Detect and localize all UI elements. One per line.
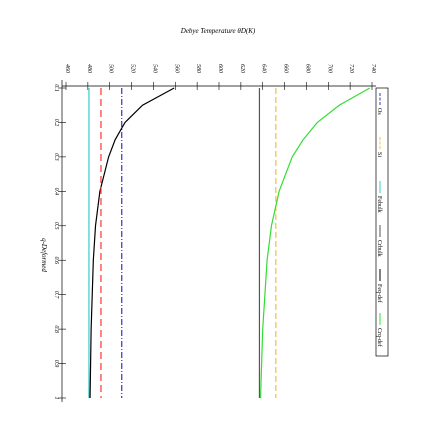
x-axis-label: q-Deformed [40, 238, 48, 272]
x-tick-label: 0.2 [53, 119, 59, 127]
legend: Os Si Febulk Crbulk Feq-def Crq-def [376, 93, 383, 347]
y-tick-label: 540 [151, 64, 158, 73]
y-tick-label: 520 [130, 64, 136, 73]
y-tick-label: 600 [217, 64, 223, 73]
x-tick-label: 0.1 [53, 84, 59, 92]
x-tick-label: 0.6 [53, 256, 59, 264]
chart-title: Debye Temperature θD(K) [180, 27, 256, 35]
y-tick-label: 700 [326, 64, 332, 73]
legend-box [375, 87, 389, 357]
legend-label: Os [376, 108, 382, 115]
x-tick-label: 0.3 [53, 153, 59, 161]
x-tick-label: 0.7 [53, 291, 59, 300]
series-line [259, 87, 371, 399]
legend-label: Crbulk [376, 240, 382, 257]
y-tick-label: 560 [173, 64, 179, 73]
legend-label: Si [376, 152, 382, 157]
y-tick-label: 580 [195, 64, 201, 73]
x-tick-label: 0.5 [53, 222, 59, 230]
y-tick-label: 480 [86, 64, 93, 73]
y-tick-label: 460 [64, 64, 71, 73]
x-tick-label: 0.4 [53, 188, 60, 196]
legend-label: Crq-def [376, 328, 383, 347]
y-tick-label: 660 [283, 64, 289, 73]
y-tick-label: 740 [370, 64, 377, 73]
legend-label: Febulk [376, 196, 382, 213]
y-tick-label: 720 [348, 64, 354, 73]
series-line [89, 87, 175, 399]
legend-label: Feq-def [376, 284, 383, 303]
y-tick-label: 620 [239, 64, 245, 73]
x-tick-label: 0.8 [53, 325, 59, 333]
x-tick-label: 0.9 [53, 360, 59, 368]
y-tick-label: 500 [108, 64, 114, 73]
y-tick-label: 640 [261, 64, 268, 73]
y-tick-label: 680 [304, 64, 310, 73]
x-tick-label: 1 [53, 397, 59, 400]
